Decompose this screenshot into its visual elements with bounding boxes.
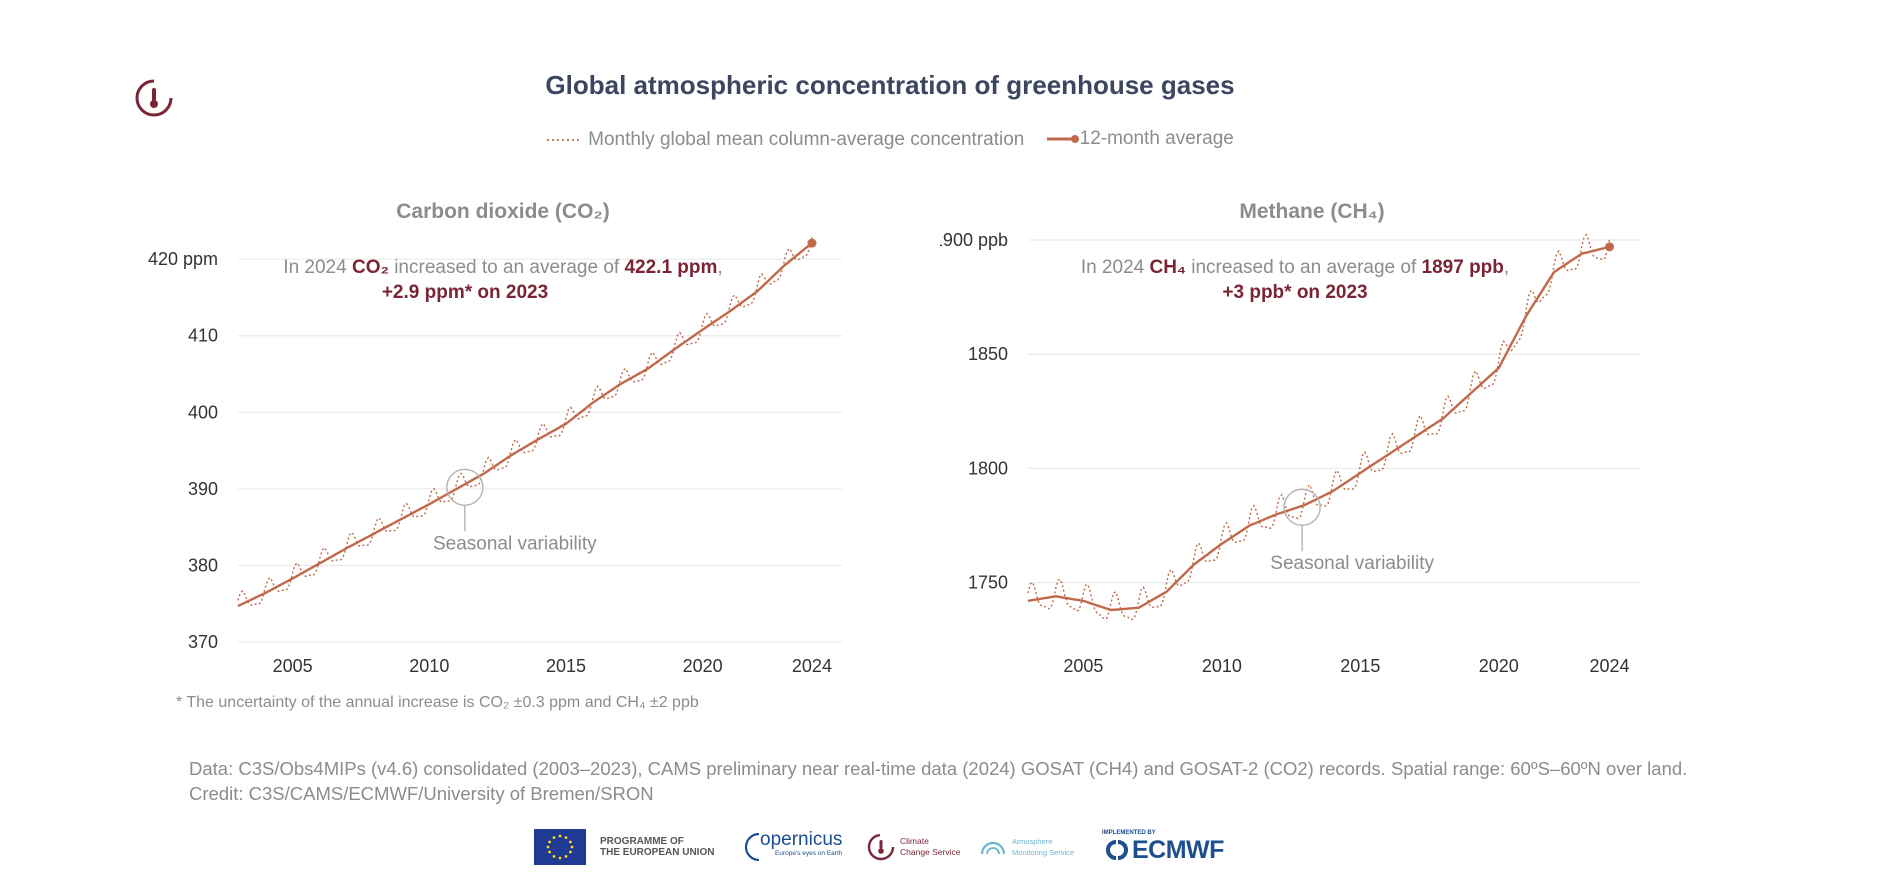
legend-monthly: Monthly global mean column-average conce…: [546, 129, 1024, 151]
ch4-end-dot: [1605, 242, 1615, 252]
ch4-y-tick-label: 1850: [968, 344, 1008, 364]
data-source-text: Data: C3S/Obs4MIPs (v4.6) consolidated (…: [189, 758, 1688, 779]
co2-annot-pre: In 2024: [283, 257, 352, 278]
co2-monthly-line: [237, 237, 813, 606]
legend-average: 12-month average: [1046, 128, 1234, 150]
co2-average-line: [237, 242, 813, 608]
co2-panel-title: Carbon dioxide (CO₂): [396, 200, 610, 223]
ch4-x-tick-label: 2005: [1063, 656, 1103, 676]
legend-monthly-label: Monthly global mean column-average conce…: [588, 129, 1025, 150]
ch4-annot-value: 1897 ppb: [1422, 257, 1504, 278]
copernicus-c-icon: [744, 832, 760, 862]
ch4-annotation-line2: +3 ppb* on 2023: [1222, 282, 1367, 303]
co2-seasonal-circle: [446, 468, 484, 507]
co2-y-tick-label: 390: [188, 479, 218, 499]
co2-y-tick-label: 370: [188, 632, 218, 652]
co2-x-tick-label: 2024: [792, 656, 832, 676]
climate-service-logo-icon: [135, 79, 173, 117]
co2-seasonal-label: Seasonal variability: [433, 533, 597, 554]
ch4-x-tick-label: 2010: [1202, 656, 1242, 676]
co2-annotation: In 2024 CO₂ increased to an average of 4…: [283, 257, 722, 278]
ch4-x-ticks: 2005 2010 2015 2020 2024: [1063, 656, 1629, 676]
ecmwf-tagline: IMPLEMENTED BY: [1102, 829, 1156, 836]
ch4-annot-mid: increased to an average of: [1186, 257, 1422, 278]
co2-x-tick-label: 2015: [546, 656, 586, 676]
c3s-thermometer-icon: [867, 833, 895, 861]
ch4-seasonal-circle: [1283, 488, 1321, 526]
ch4-x-tick-label: 2020: [1479, 656, 1519, 676]
c3s-logo-line2: Change Service: [900, 847, 961, 857]
co2-chart: Carbon dioxide (CO₂) 370 380 390 400 410 420 …: [148, 200, 842, 676]
ecmwf-logo: IMPLEMENTED BY ECMWF: [1102, 826, 1224, 868]
copernicus-wordmark: opernicus: [760, 829, 843, 850]
c3s-logo: Climate Change Service: [866, 826, 960, 868]
cams-logo-line2: Monitoring Service: [1012, 848, 1075, 857]
co2-y-tick-label: 410: [188, 326, 218, 346]
partner-logos: PROGRAMME OF THE EUROPEAN UNION opernicu…: [534, 826, 1254, 868]
co2-annot-value: 422.1 ppm: [624, 257, 717, 278]
eu-logo-line1: PROGRAMME OF: [600, 836, 684, 847]
ch4-monthly-line: [1027, 233, 1611, 621]
dotted-line-icon: [547, 139, 580, 141]
ch4-annotation: In 2024 CH₄ increased to an average of 1…: [1081, 257, 1509, 278]
co2-y-ticks: 370 380 390 400 410 420 ppm: [148, 249, 218, 652]
co2-x-tick-label: 2010: [409, 656, 449, 676]
ch4-x-tick-label: 2015: [1340, 656, 1380, 676]
ch4-annot-pre: In 2024: [1081, 257, 1150, 278]
cams-logo-line1: Atmosphere: [1012, 837, 1053, 846]
co2-annot-mid: increased to an average of: [389, 257, 625, 278]
co2-y-tick-label: 420 ppm: [148, 249, 218, 269]
eu-logo-line2: THE EUROPEAN UNION: [600, 847, 715, 858]
ch4-panel-title: Methane (CH₄): [1239, 200, 1384, 223]
copernicus-tagline: Europe's eyes on Earth: [775, 850, 843, 857]
page-title: Global atmospheric concentration of gree…: [545, 70, 1235, 100]
legend: Monthly global mean column-average conce…: [0, 128, 1780, 151]
ch4-y-tick-label: 1800: [968, 458, 1008, 478]
ch4-gridlines: [1028, 239, 1640, 584]
ch4-y-tick-label: 1900 ppb: [940, 230, 1008, 250]
c3s-logo-line1: Climate: [900, 836, 929, 846]
co2-gridlines: [238, 258, 842, 643]
ch4-y-ticks: 1750 1800 1850 1900 ppb: [940, 230, 1008, 593]
co2-y-tick-label: 380: [188, 555, 218, 575]
co2-x-tick-label: 2020: [683, 656, 723, 676]
data-source-note: Data: C3S/Obs4MIPs (v4.6) consolidated (…: [189, 756, 1687, 806]
eu-logo: PROGRAMME OF THE EUROPEAN UNION: [534, 826, 714, 868]
co2-annot-gas: CO₂: [352, 257, 389, 278]
uncertainty-footnote: * The uncertainty of the annual increase…: [176, 694, 699, 711]
ch4-average-line: [1027, 245, 1610, 612]
ecmwf-wordmark: ECMWF: [1132, 835, 1224, 864]
co2-x-tick-label: 2005: [273, 656, 313, 676]
eu-flag-icon: [534, 829, 586, 865]
co2-end-dot: [807, 238, 817, 248]
ecmwf-swirl-icon: [1106, 840, 1128, 860]
co2-annotation-line2: +2.9 ppm* on 2023: [382, 282, 548, 303]
co2-annot-post: ,: [717, 257, 722, 278]
copernicus-logo: opernicus Europe's eyes on Earth: [744, 826, 842, 868]
co2-y-tick-label: 400: [188, 402, 218, 422]
ch4-annot-post: ,: [1504, 257, 1509, 278]
credit-text: Credit: C3S/CAMS/ECMWF/University of Bre…: [189, 783, 654, 804]
ch4-annot-gas: CH₄: [1149, 257, 1186, 278]
ch4-y-tick-label: 1750: [968, 573, 1008, 593]
solid-line-dot-icon: [1046, 135, 1079, 143]
cams-atmosphere-icon: [980, 841, 1006, 855]
legend-average-label: 12-month average: [1079, 128, 1234, 149]
ch4-x-tick-label: 2024: [1590, 656, 1630, 676]
ch4-seasonal-label: Seasonal variability: [1270, 553, 1434, 574]
co2-x-ticks: 2005 2010 2015 2020 2024: [273, 656, 832, 676]
cams-logo: Atmosphere Monitoring Service: [978, 826, 1074, 868]
